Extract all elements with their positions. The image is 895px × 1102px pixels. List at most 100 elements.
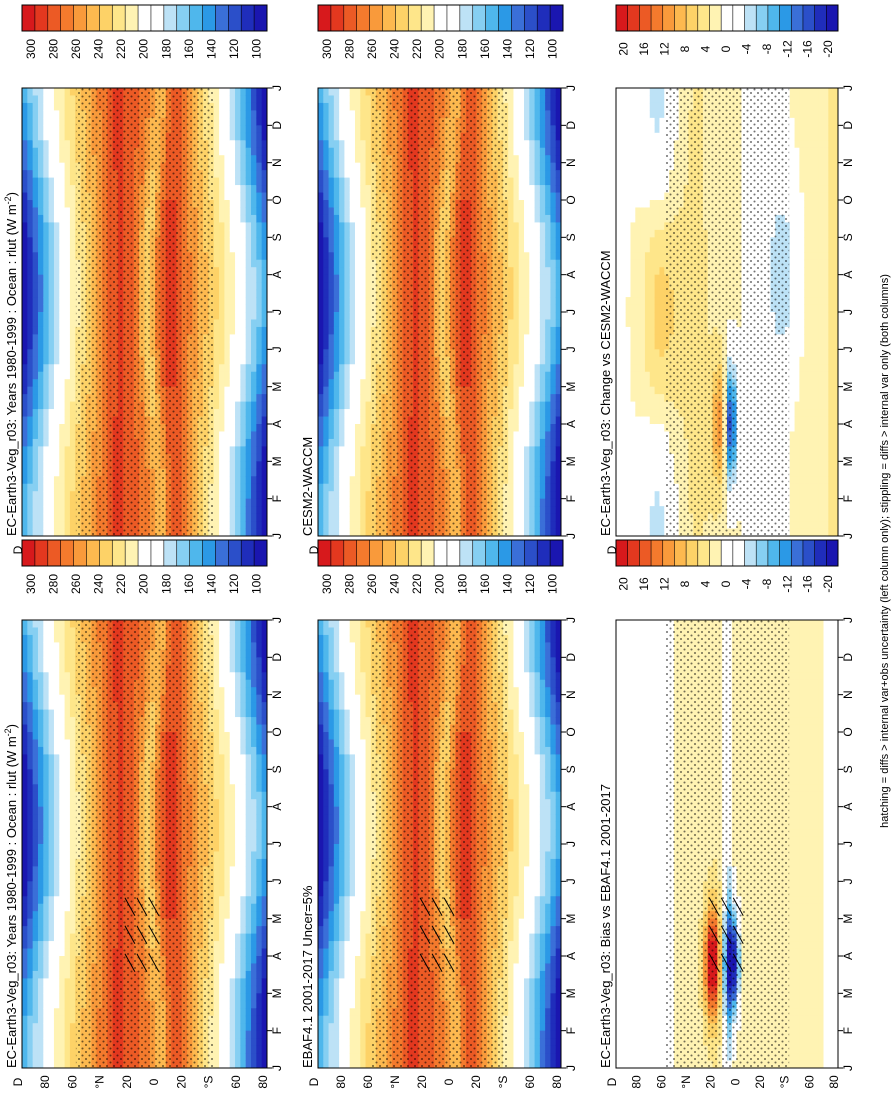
heatmap-cell — [53, 513, 60, 522]
heatmap-cell — [59, 761, 66, 770]
heatmap-cell — [240, 664, 247, 673]
heatmap-cell — [27, 438, 34, 447]
heatmap-cell — [64, 424, 71, 432]
heatmap-cell — [64, 438, 71, 447]
heatmap-cell — [37, 222, 44, 231]
heatmap-cell — [64, 724, 71, 733]
heatmap-cell — [69, 394, 76, 403]
heatmap-cell — [245, 732, 252, 740]
heatmap-cell — [64, 978, 71, 987]
heatmap-cell — [22, 394, 28, 403]
heatmap-cell — [27, 319, 34, 328]
heatmap-cell — [22, 222, 28, 231]
heatmap-cell — [27, 252, 34, 261]
heatmap-cell — [22, 125, 28, 134]
heatmap-cell — [69, 409, 76, 418]
heatmap-cell — [32, 746, 39, 755]
heatmap-cell — [22, 207, 28, 216]
heatmap-cell — [235, 709, 241, 718]
heatmap-cell — [48, 791, 55, 800]
heatmap-cell — [64, 162, 71, 171]
heatmap-cell — [229, 806, 236, 815]
heatmap-cell — [37, 776, 44, 785]
heatmap-cell — [37, 326, 44, 335]
heatmap-cell — [229, 791, 236, 800]
heatmap-cell — [22, 709, 28, 718]
heatmap-cell — [229, 814, 236, 823]
heatmap-cell — [32, 95, 39, 104]
heatmap-cell — [69, 356, 76, 365]
heatmap-cell — [240, 814, 247, 823]
heatmap-cell — [69, 237, 76, 246]
heatmap-cell — [59, 356, 66, 365]
heatmap-cell — [59, 483, 66, 492]
heatmap-cell — [53, 334, 60, 343]
heatmap-cell — [240, 993, 247, 1002]
heatmap-cell — [213, 866, 220, 875]
heatmap-cell — [37, 468, 44, 477]
heatmap-cell — [32, 386, 39, 395]
heatmap-cell — [53, 806, 60, 815]
heatmap-cell — [37, 784, 44, 793]
heatmap-cell — [261, 627, 268, 636]
heatmap-cell — [22, 237, 28, 246]
heatmap-cell — [245, 948, 252, 957]
heatmap-cell — [43, 1015, 50, 1024]
heatmap-cell — [251, 1060, 257, 1069]
heatmap-cell — [37, 147, 44, 156]
heatmap-cell — [219, 649, 225, 658]
heatmap-cell — [43, 304, 50, 313]
heatmap-cell — [22, 1045, 28, 1054]
heatmap-cell — [27, 903, 34, 912]
heatmap-cell — [261, 1008, 268, 1017]
heatmap-cell — [213, 918, 220, 927]
heatmap-cell — [48, 903, 55, 912]
heatmap-cell — [48, 836, 55, 845]
heatmap-cell — [32, 724, 39, 733]
heatmap-cell — [48, 978, 55, 987]
heatmap-cell — [22, 244, 28, 253]
heatmap-cell — [219, 634, 225, 643]
heatmap-cell — [245, 634, 252, 643]
month-label: J — [270, 1065, 284, 1071]
heatmap-cell — [27, 528, 34, 537]
heatmap-cell — [69, 140, 76, 149]
heatmap-cell — [22, 259, 28, 268]
heatmap-cell — [213, 791, 220, 800]
heatmap-cell — [48, 1060, 55, 1069]
heatmap-cell — [59, 177, 66, 186]
heatmap-cell — [48, 88, 55, 96]
heatmap-cell — [213, 970, 220, 979]
heatmap-cell — [219, 918, 225, 927]
heatmap-cell — [48, 326, 55, 335]
heatmap-cell — [27, 401, 34, 410]
heatmap-cell — [37, 491, 44, 500]
heatmap-cell — [53, 836, 60, 845]
heatmap-cell — [64, 356, 71, 365]
heatmap-cell — [22, 498, 28, 507]
heatmap-cell — [48, 1015, 55, 1024]
heatmap-cell — [53, 993, 60, 1002]
heatmap-cell — [64, 312, 71, 320]
heatmap-cell — [27, 147, 34, 156]
heatmap-cell — [59, 431, 66, 440]
heatmap-cell — [219, 1053, 225, 1062]
heatmap-cell — [59, 717, 66, 726]
heatmap-cell — [48, 356, 55, 365]
heatmap-cell — [64, 873, 71, 882]
heatmap-cell — [235, 851, 241, 860]
heatmap-cell — [235, 791, 241, 800]
heatmap-cell — [251, 1030, 257, 1039]
heatmap-cell — [22, 304, 28, 313]
heatmap-cell — [213, 993, 220, 1002]
heatmap-cell — [213, 717, 220, 726]
heatmap-cell — [59, 446, 66, 455]
heatmap-cell — [251, 732, 257, 740]
month-label: J — [270, 841, 284, 847]
heatmap-cell — [224, 1000, 231, 1009]
heatmap-cell — [53, 881, 60, 890]
heatmap-cell — [37, 799, 44, 808]
heatmap-cell — [43, 356, 50, 365]
heatmap-cell — [32, 304, 39, 313]
